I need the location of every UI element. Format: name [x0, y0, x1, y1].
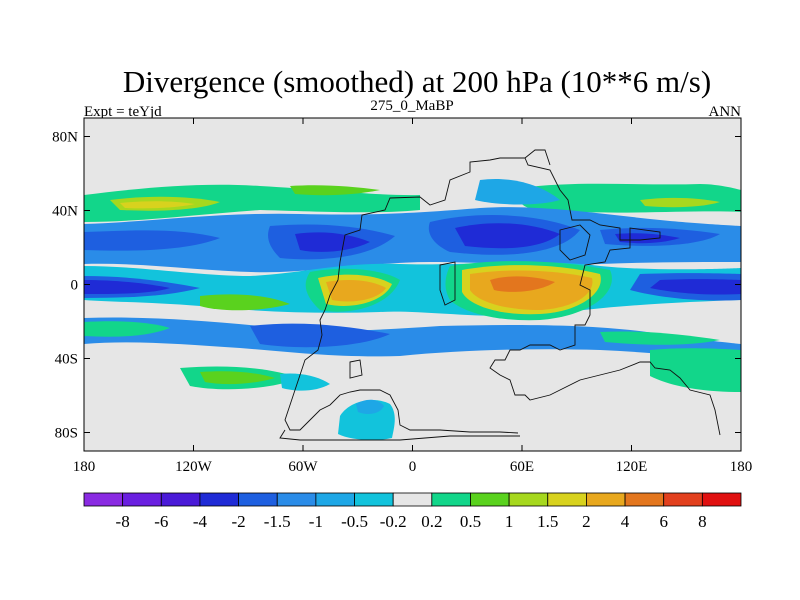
lon-tick-label: 0 [409, 459, 417, 475]
colorbar-swatch [624, 492, 665, 507]
plot-title: Divergence (smoothed) at 200 hPa (10**6 … [123, 64, 711, 99]
center-label: 275_0_MaBP [370, 98, 453, 114]
contour-north-negative [84, 178, 741, 273]
colorbar-label: 8 [698, 512, 707, 531]
colorbar-swatch [315, 492, 355, 507]
colorbar-label: -0.2 [380, 512, 407, 531]
lat-tick-label: 80N [52, 130, 78, 146]
lat-tick-label: 40N [52, 204, 78, 220]
colorbar-swatch [122, 492, 162, 507]
colorbar-label: -2 [232, 512, 246, 531]
lat-axis: 80N 40N 0 40S 80S [52, 130, 741, 442]
colorbar-swatch [392, 492, 433, 507]
colorbar-label: -1 [309, 512, 323, 531]
lon-tick-label: 180 [730, 459, 753, 475]
colorbar-swatch [354, 492, 394, 507]
contour-equator [84, 261, 741, 321]
map-panel [84, 118, 741, 451]
contour-south-polar [338, 399, 395, 441]
contour-south [84, 317, 741, 392]
colorbar-label: -4 [193, 512, 208, 531]
lon-tick-label: 120E [616, 459, 648, 475]
colorbar-swatch [547, 492, 587, 507]
lon-tick-label: 180 [73, 459, 96, 475]
colorbar-label: 4 [621, 512, 630, 531]
colorbar-swatch [83, 492, 124, 507]
lon-tick-label: 60W [288, 459, 318, 475]
colorbar-label: 0.5 [460, 512, 481, 531]
colorbar-label: 0.2 [421, 512, 442, 531]
colorbar-label: -0.5 [341, 512, 368, 531]
colorbar-swatch [199, 492, 239, 507]
contour-north-positive [84, 183, 741, 222]
colorbar-swatch [160, 492, 201, 507]
lat-tick-label: 40S [55, 352, 78, 368]
colorbar-label: 1 [505, 512, 514, 531]
lon-tick-label: 120W [175, 459, 213, 475]
colorbar-swatch [238, 492, 278, 507]
colorbar-label: 1.5 [537, 512, 558, 531]
lon-tick-label: 60E [510, 459, 534, 475]
lat-tick-label: 80S [55, 426, 78, 442]
colorbar-label: -6 [154, 512, 168, 531]
colorbar-swatch [508, 492, 549, 507]
colorbar-swatch [276, 492, 317, 507]
colorbar-label: 6 [659, 512, 668, 531]
lat-tick-label: 0 [71, 278, 79, 294]
left-label: Expt = teYjd [84, 104, 162, 120]
colorbar-swatch [431, 492, 471, 507]
colorbar-label: -8 [116, 512, 130, 531]
colorbar-swatch [701, 492, 742, 507]
colorbar-label: 2 [582, 512, 591, 531]
lon-axis: 180 120W 60W 0 60E 120E 180 [73, 118, 753, 475]
colorbar-label: -1.5 [264, 512, 291, 531]
coastlines [279, 149, 721, 441]
colorbar-swatch [663, 492, 703, 507]
colorbar: -8 -6 -4 -2 -1.5 -1 -0.5 -0.2 0.2 0.5 1 1.5 2 4 6 8 [83, 492, 742, 531]
colorbar-swatch [470, 492, 510, 507]
right-label: ANN [709, 104, 742, 120]
colorbar-swatch [586, 492, 626, 507]
